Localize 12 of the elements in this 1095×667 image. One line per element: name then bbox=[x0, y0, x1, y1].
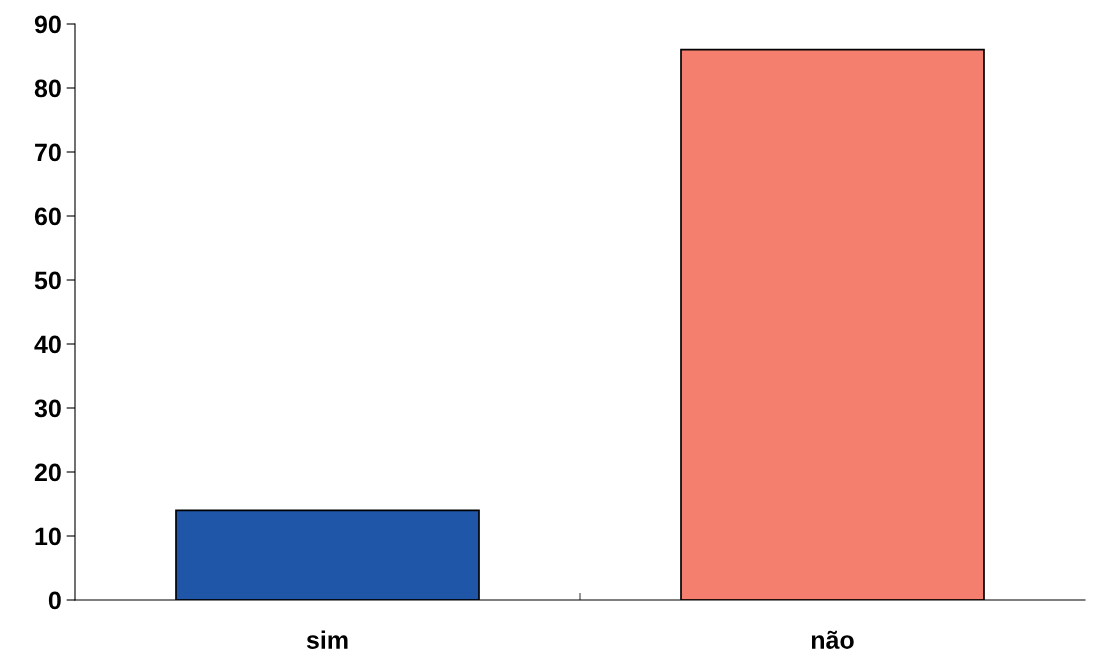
x-tick-label: não bbox=[811, 630, 854, 649]
y-tick-label: 50 bbox=[34, 271, 61, 290]
y-tick-label: 70 bbox=[35, 143, 61, 162]
y-tick-label: 40 bbox=[34, 335, 61, 354]
y-tick-label: 60 bbox=[34, 207, 61, 226]
y-tick-label: 10 bbox=[35, 527, 61, 546]
y-tick-label: 30 bbox=[34, 399, 61, 418]
x-tick-label: sim bbox=[306, 630, 348, 649]
y-tick-label: 90 bbox=[34, 15, 61, 34]
y-tick-label: 0 bbox=[48, 591, 61, 610]
y-tick-label: 80 bbox=[34, 79, 61, 98]
y-tick-label: 20 bbox=[34, 463, 61, 482]
